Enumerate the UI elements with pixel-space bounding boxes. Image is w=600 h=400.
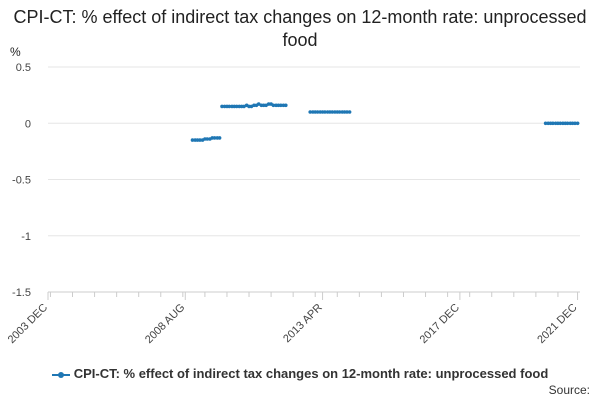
data-point <box>234 104 239 109</box>
y-tick-label: -0.5 <box>12 175 31 187</box>
data-point <box>573 121 577 126</box>
y-tick-label: 0 <box>25 118 31 130</box>
x-tick-label: 2021 DEC <box>535 302 579 346</box>
data-point <box>558 121 563 126</box>
data-point <box>227 104 232 109</box>
data-point <box>256 102 261 106</box>
data-point <box>284 103 288 108</box>
y-tick-label: 0.5 <box>16 62 31 74</box>
x-tick-label: 2017 DEC <box>418 302 462 346</box>
legend-series-label: CPI-CT: % effect of indirect tax changes… <box>73 366 549 381</box>
y-tick-label: -1.5 <box>12 287 31 299</box>
data-point <box>345 110 349 114</box>
x-tick-label: 2008 AUG <box>143 302 187 346</box>
x-tick-label: 2003 DEC <box>6 302 50 346</box>
data-point <box>551 121 555 126</box>
data-point <box>217 136 222 140</box>
data-point <box>271 103 276 108</box>
legend-series-marker <box>51 370 70 380</box>
data-point <box>575 121 580 126</box>
data-point <box>347 110 352 114</box>
chart-title: CPI-CT: % effect of indirect tax changes… <box>13 7 587 50</box>
data-point <box>212 136 217 140</box>
data-point <box>190 138 195 142</box>
y-axis-unit-label: % <box>10 45 21 59</box>
x-axis: 2003 DEC 2008 AUG 2013 APR 2017 DEC 2021 DEC <box>6 292 580 346</box>
data-point <box>279 103 283 108</box>
data-point <box>315 110 320 114</box>
source-label: Source: <box>548 383 590 397</box>
data-point <box>543 121 548 126</box>
data-point <box>205 137 209 141</box>
data-point <box>308 110 313 114</box>
gridlines <box>48 66 580 293</box>
data-point <box>565 121 570 126</box>
series-group <box>190 102 580 142</box>
data-point <box>242 104 246 109</box>
x-tick-label: 2013 APR <box>281 302 325 346</box>
data-point <box>337 110 342 114</box>
data-point <box>330 110 335 114</box>
y-tick-label: -1 <box>21 231 31 243</box>
data-point <box>220 104 224 109</box>
y-axis-tick-labels: 0.5 0 -0.5 -1 -1.5 <box>12 62 31 299</box>
legend[interactable]: CPI-CT: % effect of indirect tax changes… <box>0 366 600 381</box>
data-point <box>198 138 202 142</box>
data-point <box>323 110 327 114</box>
